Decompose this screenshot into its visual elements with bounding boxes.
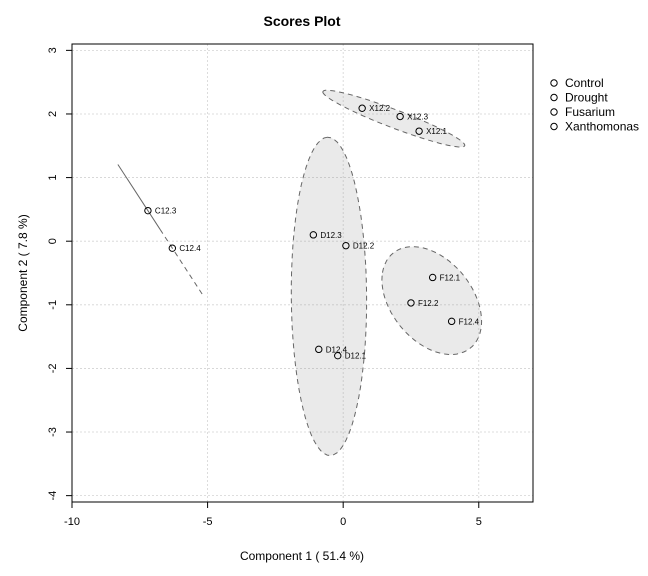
control-axis-line [117,164,161,230]
point-label: F12.1 [440,273,461,282]
x-tick-label: 5 [476,516,482,528]
y-axis-title: Component 2 ( 7.8 %) [16,214,30,331]
point-label: X12.1 [426,127,447,136]
legend-label: Xanthomonas [565,120,639,134]
data-point [415,127,423,135]
legend-label: Control [565,76,604,90]
point-label: X12.2 [369,104,390,113]
data-point [342,241,350,250]
data-point [396,112,404,121]
point-label: D12.4 [326,345,348,354]
drought-ellipse [290,136,368,457]
xanthomonas-ellipse [322,89,466,148]
x-tick-label: -10 [64,516,80,528]
x-tick-label: 0 [340,516,346,528]
legend-marker [550,93,558,102]
confidence-ellipses [117,89,483,457]
x-axis-title: Component 1 ( 51.4 %) [240,549,364,563]
y-tick-label: -4 [47,491,59,501]
data-point [309,231,318,239]
legend-label: Drought [565,91,608,105]
point-label: C12.3 [155,207,177,216]
chart-title: Scores Plot [263,13,340,29]
y-tick-label: 0 [47,238,59,244]
y-tick-label: 1 [47,175,59,181]
data-point [334,351,342,360]
legend-label: Fusarium [565,105,615,119]
data-point [358,104,366,112]
y-tick-label: -2 [47,364,59,374]
legend-marker [550,122,558,131]
data-point [447,317,456,326]
point-label: C12.4 [179,244,201,253]
point-label: D12.3 [320,231,342,240]
data-point [168,244,177,252]
y-tick-label: -3 [47,427,59,437]
data-point [144,206,152,215]
y-tick-label: 2 [47,111,59,117]
data-point [407,299,415,307]
y-tick-label: -1 [47,300,59,310]
point-label: X12.3 [407,113,428,122]
fusarium-ellipse [381,246,483,355]
control-axis-line [159,229,203,295]
data-point [315,345,323,354]
point-label: F12.4 [459,317,480,326]
point-label: F12.2 [418,299,439,308]
point-label: D12.1 [345,352,367,361]
data-point [428,273,437,282]
point-label: D12.2 [353,242,375,251]
x-tick-label: -5 [203,516,213,528]
legend-marker [550,108,558,116]
y-tick-label: 3 [47,47,59,53]
grid [71,44,533,502]
legend-marker [550,79,558,87]
